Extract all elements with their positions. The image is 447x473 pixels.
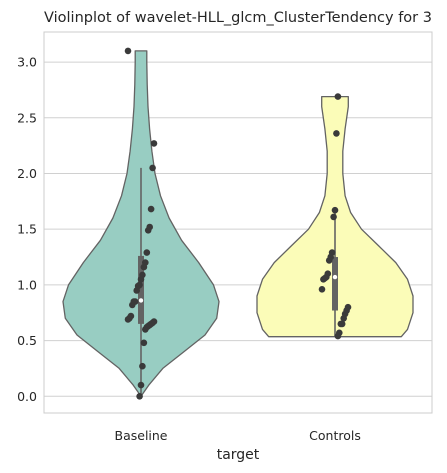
strip-points — [124, 47, 352, 400]
data-point — [129, 301, 136, 309]
y-tick-label: 1.0 — [17, 277, 37, 292]
x-tick-label: Baseline — [115, 428, 168, 443]
iqr-box — [138, 255, 144, 324]
plot-area — [43, 31, 433, 414]
data-point — [320, 276, 327, 283]
data-point — [149, 164, 156, 172]
data-point — [124, 316, 132, 323]
median-marker — [138, 298, 144, 303]
data-point — [139, 362, 146, 370]
y-tick-label: 2.5 — [17, 110, 37, 125]
data-point — [318, 286, 326, 293]
data-point — [143, 249, 151, 256]
x-axis-label: target — [217, 447, 260, 463]
data-point — [140, 263, 148, 271]
iqr-box — [332, 257, 338, 311]
data-point — [325, 257, 333, 264]
data-point — [331, 206, 339, 214]
data-point — [137, 276, 145, 283]
y-tick-label: 1.5 — [17, 222, 37, 237]
data-point — [330, 213, 337, 221]
data-point — [133, 287, 140, 294]
y-tick-label: 3.0 — [17, 55, 37, 70]
y-tick-label: 0.5 — [17, 333, 37, 348]
data-point — [147, 205, 155, 213]
data-point — [334, 93, 342, 100]
data-point — [142, 326, 149, 333]
data-point — [137, 381, 145, 389]
data-point — [337, 320, 345, 328]
x-tick-labels: Baseline Controls — [115, 428, 361, 443]
y-tick-label: 0.0 — [17, 389, 37, 404]
median-marker — [332, 274, 338, 280]
data-point — [340, 315, 348, 322]
y-tick-labels: 0.0 0.5 1.0 1.5 2.0 2.5 3.0 — [17, 55, 37, 404]
chart-title: Violinplot of wavelet-HLL_glcm_ClusterTe… — [44, 10, 432, 26]
x-tick-label: Controls — [309, 428, 361, 443]
data-point — [334, 332, 342, 340]
y-tick-label: 2.0 — [17, 166, 37, 181]
data-point — [333, 130, 340, 137]
data-point — [136, 393, 143, 400]
data-point — [140, 339, 148, 347]
data-point — [144, 227, 152, 234]
data-point — [150, 140, 158, 147]
data-point — [124, 47, 132, 55]
